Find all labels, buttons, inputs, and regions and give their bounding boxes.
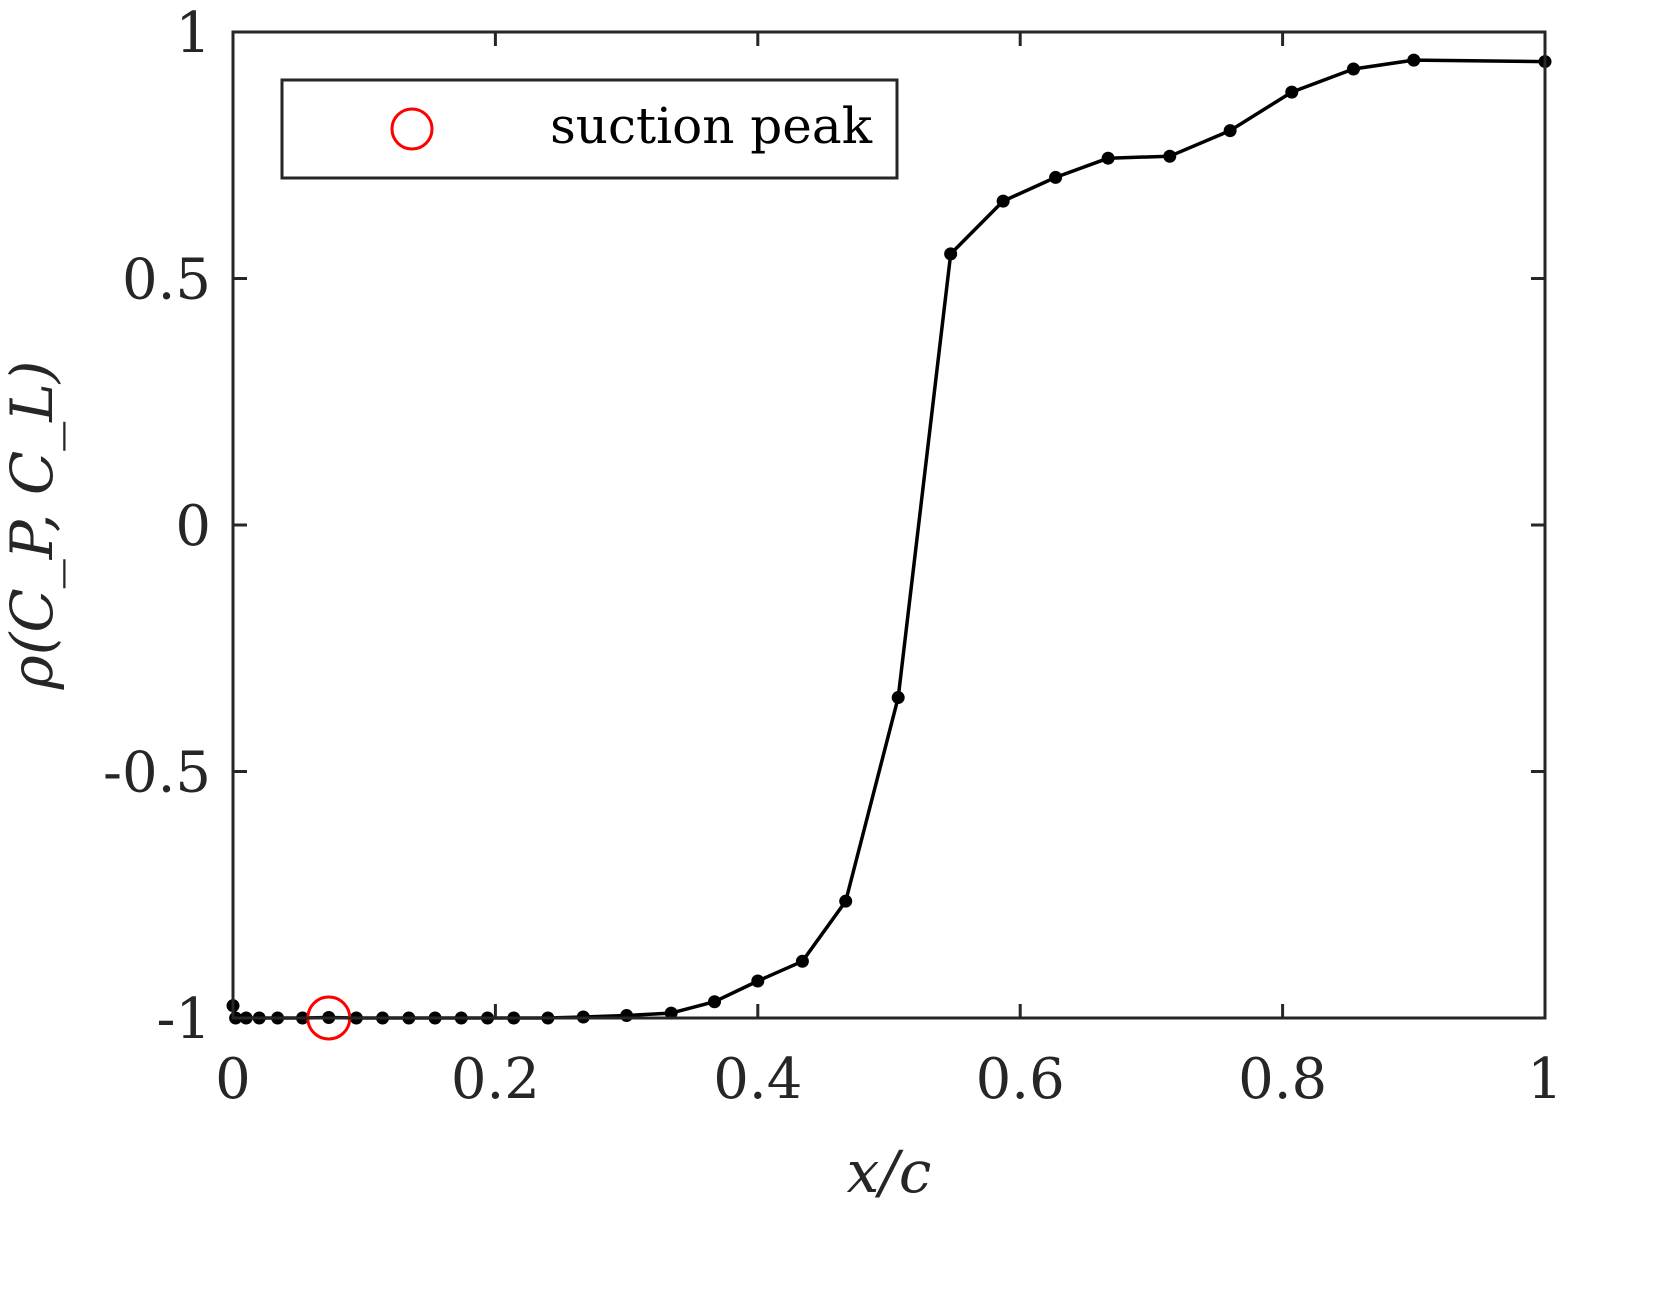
x-tick-label: 0.6 — [976, 1047, 1065, 1112]
legend-marker-suction-peak — [390, 107, 434, 151]
axis-ticks: 0 0.2 0.4 0.6 0.8 1 -1 -0.5 0 0.5 1 — [103, 1, 1563, 1112]
plot-area — [226, 53, 1552, 1041]
data-point — [1407, 53, 1421, 67]
x-tick-label: 0.8 — [1238, 1047, 1327, 1112]
x-tick-label: 1 — [1527, 1047, 1563, 1112]
data-point — [795, 954, 809, 968]
y-tick-label: 0 — [175, 494, 211, 559]
series-line — [231, 58, 1546, 1020]
legend-box — [280, 78, 899, 180]
y-tick-label: 1 — [175, 1, 211, 66]
data-point — [708, 995, 722, 1009]
y-tick-label: 0.5 — [122, 248, 211, 313]
x-axis-title: x/c — [847, 1138, 932, 1206]
y-tick-label: -1 — [156, 987, 211, 1052]
axes-box — [231, 30, 1547, 1020]
data-point — [1285, 85, 1299, 99]
data-point — [996, 194, 1010, 208]
data-point — [1163, 149, 1177, 163]
y-axis-title: ρ(C_P, C_L) — [0, 361, 66, 691]
x-tick-label: 0.2 — [451, 1047, 540, 1112]
data-point — [839, 894, 853, 908]
data-point — [891, 691, 905, 705]
data-point — [1101, 151, 1115, 165]
data-point — [1049, 170, 1063, 184]
x-tick-label: 0.4 — [713, 1047, 802, 1112]
data-point — [751, 974, 765, 988]
data-point — [1346, 62, 1360, 76]
legend-label-suction-peak: suction peak — [550, 97, 873, 155]
y-tick-label: -0.5 — [103, 741, 211, 806]
data-point — [1223, 124, 1237, 138]
data-point — [664, 1006, 678, 1020]
data-point — [944, 247, 958, 261]
legend: suction peak — [280, 78, 899, 180]
x-tick-label: 0 — [215, 1047, 251, 1112]
data-point — [620, 1009, 634, 1023]
